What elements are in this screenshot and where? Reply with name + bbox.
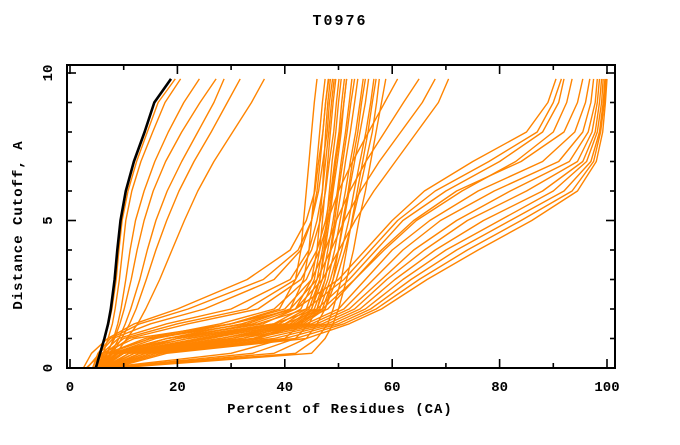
x-tick-label: 100	[594, 380, 619, 396]
model-curve	[104, 78, 266, 369]
model-curve	[101, 78, 595, 369]
model-curve	[99, 78, 591, 369]
model-curve	[82, 78, 330, 369]
x-tick-label: 20	[169, 380, 186, 396]
x-tick-label: 40	[276, 380, 293, 396]
model-curve	[107, 78, 356, 369]
model-curve	[99, 78, 573, 369]
model-curve	[101, 78, 353, 369]
plot-frame	[66, 64, 616, 369]
y-tick-label: 10	[41, 65, 57, 82]
y-tick-label: 5	[41, 216, 57, 224]
model-curve	[93, 78, 335, 369]
model-curve	[93, 78, 557, 369]
y-tick-label: 0	[41, 364, 57, 372]
model-curve	[98, 78, 346, 369]
model-curve	[115, 78, 387, 369]
model-curve	[107, 78, 604, 369]
model-curve	[91, 78, 334, 369]
model-curve	[98, 78, 420, 369]
model-curve	[96, 78, 565, 369]
x-tick-label: 60	[384, 380, 401, 396]
plot-title: T0976	[312, 13, 368, 30]
model-curve	[100, 78, 241, 369]
model-curve	[110, 78, 367, 369]
x-tick-label: 0	[66, 380, 74, 396]
model-curve	[96, 78, 584, 369]
model-curve	[101, 78, 598, 369]
model-curve	[104, 78, 603, 369]
model-curve	[96, 78, 340, 369]
y-axis-title: Distance Cutoff, A	[11, 140, 27, 310]
model-curve	[104, 78, 601, 369]
model-curve	[112, 78, 377, 369]
x-tick-label: 80	[491, 380, 508, 396]
x-axis-title: Percent of Residues (CA)	[227, 402, 453, 418]
model-curve	[96, 78, 563, 369]
model-curve	[102, 78, 348, 369]
reference-curve	[94, 78, 173, 369]
